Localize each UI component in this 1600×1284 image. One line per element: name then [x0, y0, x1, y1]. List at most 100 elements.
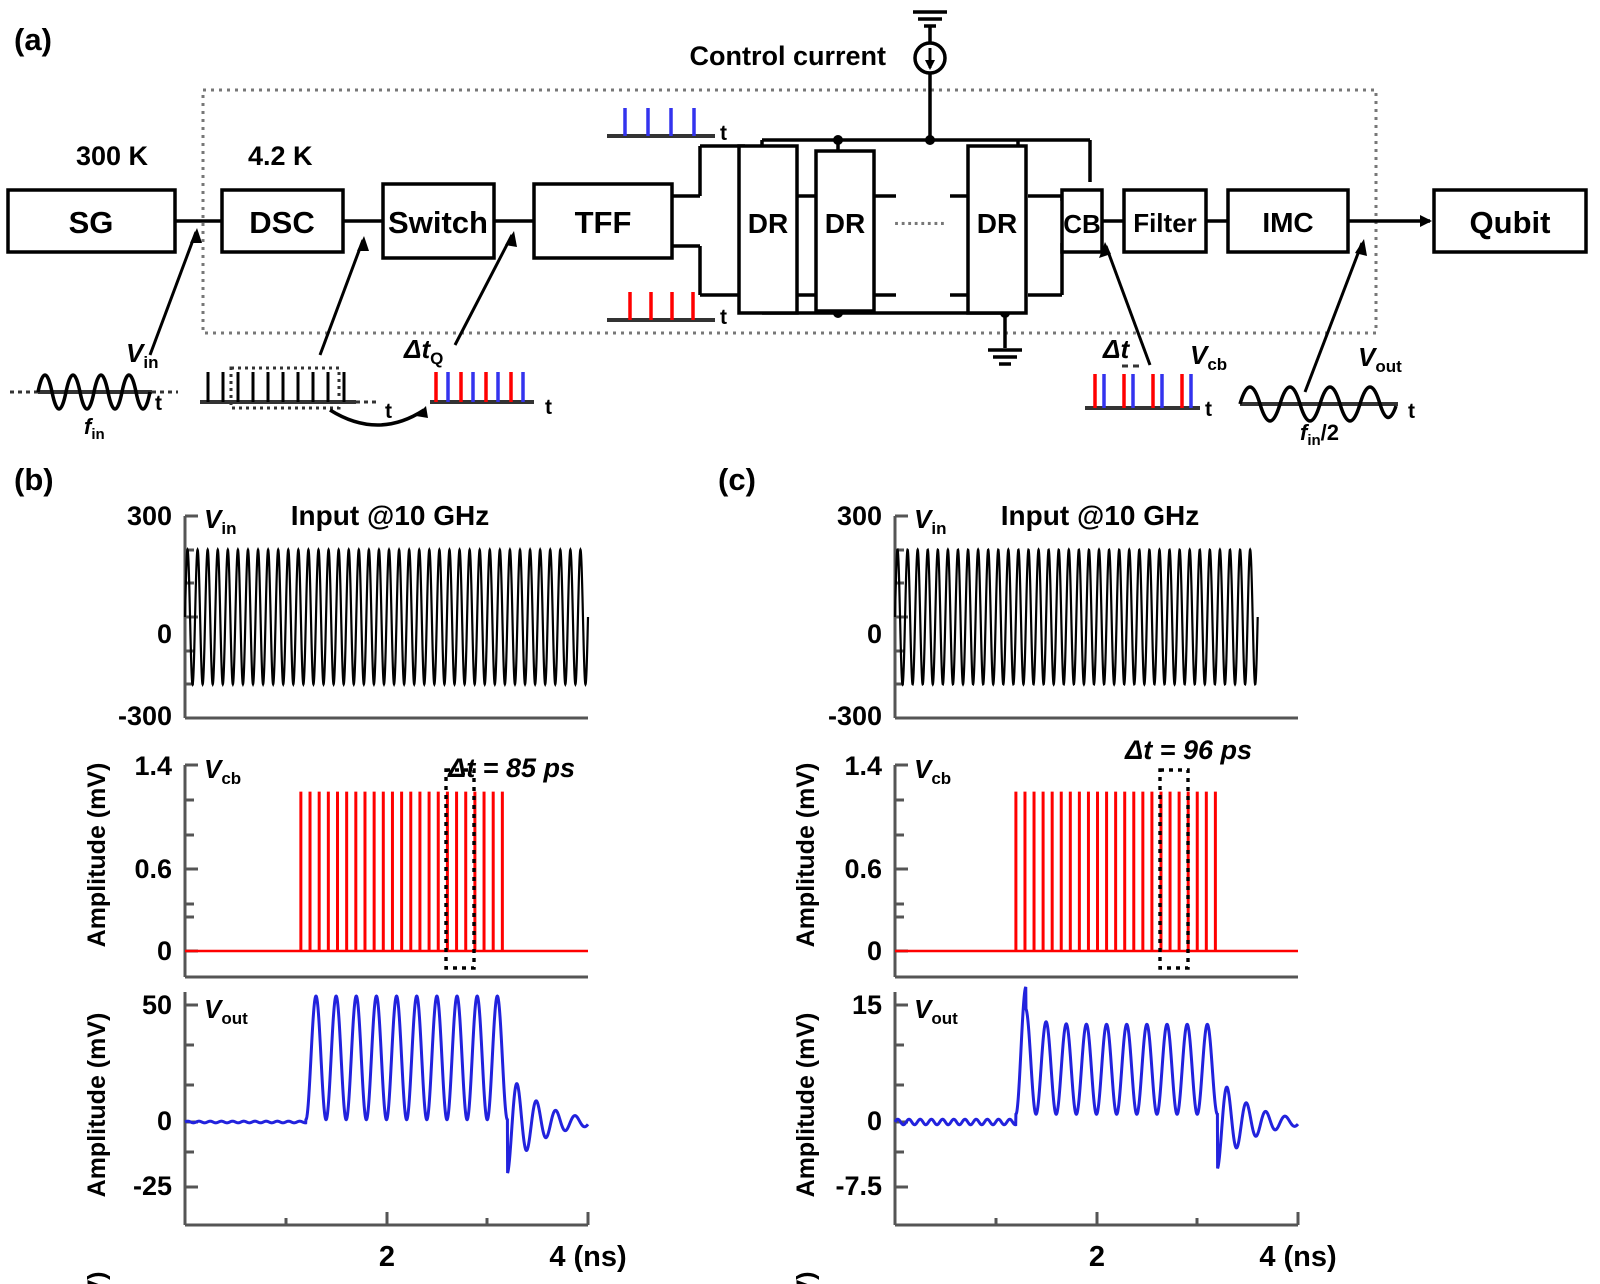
delta-t0-label: ΔtQ — [403, 334, 443, 368]
chart-c-vcb-marker-box — [1158, 768, 1190, 970]
dsc-selection-box — [229, 366, 341, 410]
dr-ellipsis: ........ — [894, 208, 946, 230]
current-source-arrow — [925, 48, 935, 70]
vin-symbol-label: Vin — [126, 338, 158, 372]
tff-blue-time-axis-label: t — [720, 122, 727, 145]
tff-red-pulse-train: t — [607, 292, 727, 329]
panel-b-label: (b) — [14, 462, 54, 497]
chart-c-xtick-2: 2 — [1089, 1241, 1105, 1273]
vout-symbol-label: Vout — [1358, 342, 1402, 376]
waveform-annotation-row: Vin t fin t Δ — [10, 334, 1415, 449]
vout-time-axis-label: t — [1408, 400, 1415, 423]
chart-c-vout-trace-label: Vout — [914, 994, 958, 1028]
chart-c-vout-ytick-neg75: -7.5 — [835, 1171, 882, 1201]
chart-b-vin-trace — [183, 546, 590, 688]
chart-b-vout-ytick-0: 0 — [157, 1106, 172, 1136]
block-tff[interactable] — [532, 182, 674, 260]
chart-c-vout-ylabel: Amplitude (µV) — [792, 1272, 820, 1284]
callout-arrows — [148, 228, 1367, 393]
chart-b-vout: Amplitude (µV) 50 0 -25 Vout 2 4 (ns) — [83, 990, 627, 1284]
chart-c-vin-ylabel: Amplitude (mV) — [792, 763, 820, 948]
delta-t-label: Δt — [1102, 334, 1130, 364]
chart-c-vcb-trace-label: Vcb — [914, 754, 951, 788]
chart-c-vcb-ytick-06: 0.6 — [844, 854, 882, 884]
block-qubit[interactable] — [1432, 188, 1588, 254]
chart-c-vout-ytick-15: 15 — [852, 990, 882, 1020]
panel-c-label: (c) — [718, 462, 756, 497]
block-tff-label: TFF — [575, 205, 632, 240]
chart-b-xtick-4: 4 (ns) — [549, 1241, 626, 1273]
vcb-time-axis-label: t — [1205, 398, 1212, 421]
temp-label-4p2k: 4.2 K — [248, 141, 313, 171]
fin-label: fin — [84, 414, 105, 443]
block-imc[interactable] — [1226, 188, 1350, 254]
chart-b-vout-ytick-neg25: -25 — [133, 1171, 172, 1201]
chart-b-vin: Amplitude (mV) 300 0 -300 Vin Input @10 … — [83, 500, 590, 948]
chart-b-vcb-ytick-06: 0.6 — [134, 854, 172, 884]
chart-b-vcb-ytick-14: 1.4 — [134, 751, 172, 781]
block-switch-label: Switch — [388, 205, 488, 240]
block-filter-label: Filter — [1133, 208, 1197, 238]
panel-c-charts: Amplitude (mV) 300 0 -300 Vin Input @10 … — [792, 500, 1337, 1284]
block-switch[interactable] — [381, 182, 496, 260]
delta-t0-waveform-annotation: ΔtQ t — [403, 334, 552, 419]
chart-b-xtick-2: 2 — [379, 1241, 395, 1273]
chart-c-vout-ytick-0: 0 — [867, 1106, 882, 1136]
dsc-to-delta-arrow — [329, 408, 425, 427]
chart-b-vcb-ytick-0: 0 — [157, 936, 172, 966]
chart-c-vcb: Amplitude (mV) 1.4 0.6 0 Vcb Δt = 96 ps — [792, 735, 1298, 1197]
chart-c-vin-ytick-0: 0 — [867, 619, 882, 649]
chart-b-vout-trace-label: Vout — [204, 994, 248, 1028]
chart-b-vin-trace-label: Vin — [204, 504, 236, 538]
chart-b-vin-ylabel: Amplitude (mV) — [83, 763, 111, 948]
chart-c-vcb-ytick-0: 0 — [867, 936, 882, 966]
dsc-waveform-annotation: t — [200, 366, 428, 427]
vin-waveform-annotation: Vin t fin — [10, 338, 178, 443]
block-dsc[interactable] — [220, 188, 345, 254]
cryostat-boundary — [201, 88, 1378, 335]
chart-b-vcb-trace-label: Vcb — [204, 754, 241, 788]
block-cb[interactable] — [1060, 188, 1104, 254]
block-sg[interactable] — [6, 188, 177, 254]
chart-c-vin-trace — [893, 547, 1259, 687]
chart-b-vcb-ylabel: Amplitude (mV) — [83, 1013, 111, 1198]
block-imc-label: IMC — [1262, 207, 1313, 238]
block-dr-1[interactable] — [737, 144, 799, 315]
block-dr-1-label: DR — [748, 208, 788, 239]
block-filter[interactable] — [1122, 188, 1208, 254]
chart-b-vcb-pulses — [299, 791, 504, 951]
chart-b-vin-ytick-0: 0 — [157, 619, 172, 649]
chart-c-vcb-ylabel: Amplitude (mV) — [792, 1013, 820, 1198]
chart-c-vcb-annotation: Δt = 96 ps — [1124, 735, 1252, 765]
chart-c-vout-trace — [893, 986, 1300, 1169]
chart-b-vcb-annotation: Δt = 85 ps — [447, 753, 575, 783]
panel-b-charts: Amplitude (mV) 300 0 -300 Vin Input @10 … — [83, 500, 627, 1284]
ground-symbol-bottom — [988, 313, 1022, 366]
block-dr-2-label: DR — [825, 208, 865, 239]
chart-b-vout-ylabel: Amplitude (µV) — [83, 1272, 111, 1284]
block-dr-3-label: DR — [977, 208, 1017, 239]
fin-half-label: fin/2 — [1300, 420, 1339, 449]
chart-b-vin-title: Input @10 GHz — [291, 500, 489, 531]
block-dr-2[interactable] — [814, 149, 876, 313]
block-diagram: Control current 300 K 4.2 K — [6, 10, 1588, 393]
vout-waveform-annotation: Vout t fin/2 — [1238, 342, 1415, 449]
block-qubit-label: Qubit — [1470, 205, 1551, 240]
chart-c-vcb-pulses — [1014, 791, 1217, 951]
chart-c-vin-trace-label: Vin — [914, 504, 946, 538]
panel-a-label: (a) — [14, 22, 52, 57]
ground-symbol-top — [913, 10, 947, 44]
chart-c-vin-title: Input @10 GHz — [1001, 500, 1199, 531]
chart-b-vin-ytick-300: 300 — [127, 501, 172, 531]
vcb-waveform-annotation: Δt t Vcb — [1085, 334, 1227, 421]
chart-c-vcb-ytick-14: 1.4 — [844, 751, 882, 781]
chart-b-vin-ytick-neg300: -300 — [118, 701, 172, 731]
block-cb-label: CB — [1063, 209, 1101, 239]
block-dr-3[interactable] — [966, 144, 1028, 315]
dsc-time-axis-label: t — [385, 400, 392, 423]
tff-red-time-axis-label: t — [720, 306, 727, 329]
chart-b-vcb: Amplitude (mV) 1.4 0.6 0 Vcb Δt = 85 ps — [83, 751, 588, 1197]
temp-label-300k: 300 K — [76, 141, 149, 171]
chart-b-vcb-marker-box — [444, 768, 476, 970]
delta-t0-time-axis-label: t — [545, 396, 552, 419]
